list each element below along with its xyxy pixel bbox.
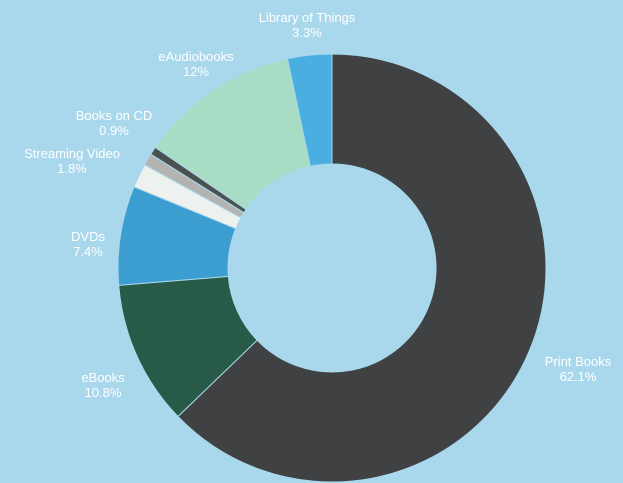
label-percent: 10.8% (85, 385, 122, 400)
slice-labels: Print Books 62.1% eBooks 10.8% DVDs 7.4% Strea… (24, 10, 612, 400)
label-percent: 0.9% (99, 123, 129, 138)
label-name: Library of Things (259, 10, 356, 25)
label-percent: 7.4% (73, 244, 103, 259)
label-ebooks: eBooks 10.8% (81, 370, 125, 400)
slice-library-of-things (286, 53, 333, 167)
label-name: Books on CD (76, 108, 153, 123)
label-print-books: Print Books 62.1% (545, 354, 612, 384)
label-name: eAudiobooks (158, 49, 234, 64)
label-name: eBooks (81, 370, 125, 385)
label-percent: 12% (183, 64, 209, 79)
label-streaming-video: Streaming Video 1.8% (24, 146, 120, 176)
label-name: DVDs (71, 229, 105, 244)
label-books-on-cd: Books on CD 0.9% (76, 108, 153, 138)
slice-print-books (177, 53, 547, 483)
label-dvds: DVDs 7.4% (71, 229, 105, 259)
label-library-of-things: Library of Things 3.3% (259, 10, 356, 40)
label-percent: 1.8% (57, 161, 87, 176)
label-eaudiobooks: eAudiobooks 12% (158, 49, 234, 79)
donut-slices (117, 53, 547, 483)
label-percent: 3.3% (292, 25, 322, 40)
label-name: Streaming Video (24, 146, 120, 161)
label-name: Print Books (545, 354, 612, 369)
label-percent: 62.1% (560, 369, 597, 384)
